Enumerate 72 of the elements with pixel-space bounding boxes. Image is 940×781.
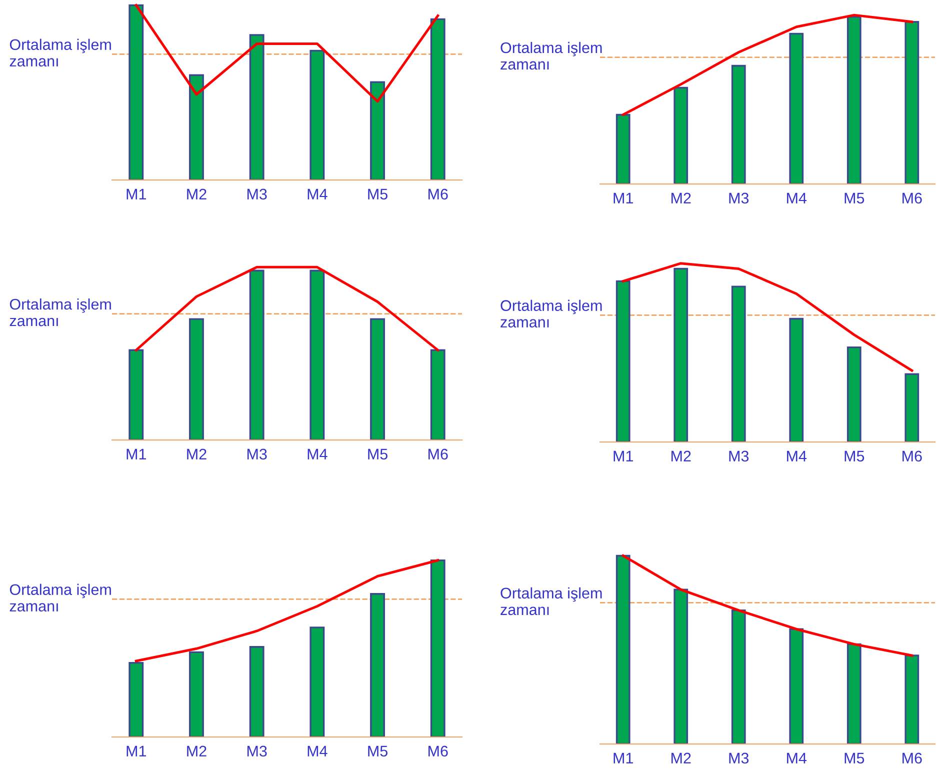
ref-line-label: Ortalama işlem zamanı [10,38,111,67]
x-tick-label: M2 [187,448,206,460]
bar [189,651,204,737]
bar [310,626,325,737]
bar [846,16,862,184]
ref-line-label: Ortalama işlem zamanı [10,584,111,612]
x-tick-label: M1 [126,746,146,756]
ref-line-label: Ortalama işlem zamanı [500,587,602,616]
x-tick-label: M1 [126,448,146,460]
x-tick-label: M4 [787,450,807,462]
ref-line-label: Ortalama işlem zamanı [500,300,602,328]
bar [128,4,144,180]
x-tick-label: M4 [787,752,807,764]
bar [904,20,920,184]
bar [904,654,920,744]
x-tick-label: M5 [368,448,388,460]
bar [249,34,264,180]
bar [674,588,688,744]
x-tick-label: M1 [614,450,633,462]
x-tick-label: M5 [368,746,388,757]
bar [430,559,446,737]
bar [674,268,688,442]
x-tick-label: M1 [614,192,633,204]
bar [904,373,920,442]
x-tick-label: M2 [672,192,691,204]
bar [674,86,688,184]
bar [789,32,804,184]
x-tick-label: M1 [126,188,146,200]
bar [128,662,144,737]
x-tick-label: M2 [187,188,206,200]
x-tick-label: M3 [247,448,267,460]
x-tick-label: M3 [247,188,267,200]
x-tick-label: M3 [729,450,749,462]
x-tick-label: M4 [787,192,807,204]
x-tick-label: M5 [368,188,388,200]
bar [731,286,746,442]
x-tick-label: M6 [902,752,922,764]
x-tick-label: M4 [308,448,328,460]
ref-line-label: Ortalama işlem zamanı [500,42,602,70]
x-tick-label: M5 [844,192,864,204]
x-tick-label: M6 [428,448,448,460]
ref-line-label: Ortalama işlem zamanı [10,298,111,326]
bar [370,593,385,737]
x-tick-label: M4 [308,188,328,200]
x-tick-label: M2 [672,752,691,764]
x-tick-label: M2 [672,450,691,462]
bar [616,554,630,744]
x-tick-label: M6 [428,188,448,200]
x-tick-label: M1 [614,752,633,764]
bar [616,280,630,442]
x-tick-label: M2 [187,746,206,756]
x-tick-label: M6 [902,450,922,462]
bar [846,346,862,442]
x-tick-label: M3 [729,192,749,204]
x-tick-label: M6 [902,192,922,204]
bar [731,64,746,184]
bar [789,628,804,744]
x-tick-label: M5 [844,450,864,462]
bar [430,18,446,180]
bar [370,81,385,180]
bar [789,318,804,442]
bar [616,114,630,184]
x-tick-label: M4 [308,746,328,756]
x-tick-label: M3 [729,752,749,764]
bar [846,643,862,744]
x-tick-label: M6 [428,746,448,757]
bar [731,609,746,744]
bar [249,646,264,737]
bar [189,74,204,180]
x-tick-label: M3 [247,746,267,757]
bar [310,50,325,180]
x-tick-label: M5 [844,752,864,764]
